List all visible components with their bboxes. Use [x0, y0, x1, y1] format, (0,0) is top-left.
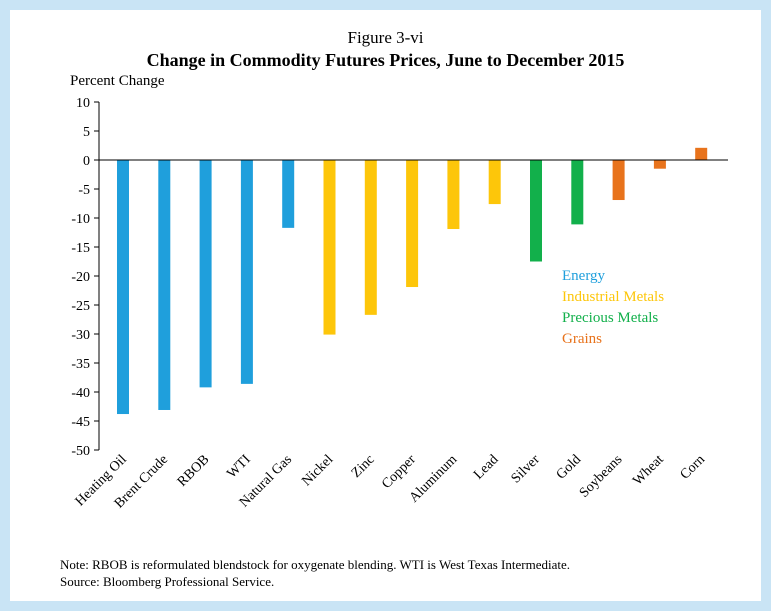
legend-entry: Precious Metals: [562, 310, 658, 326]
y-tick-label: 5: [83, 125, 90, 140]
bar-wheat: [653, 160, 666, 169]
y-tick-label: -20: [71, 270, 90, 285]
bar-natural-gas: [282, 160, 295, 228]
x-tick-label: Copper: [379, 452, 419, 492]
y-tick-label: -10: [71, 212, 90, 227]
y-tick-label: 10: [76, 96, 90, 111]
chart-notes: Note: RBOB is reformulated blendstock fo…: [60, 556, 570, 590]
bar-chart: 1050-5-10-15-20-25-30-35-40-45-50Heating…: [71, 96, 728, 511]
note-text: Note: RBOB is reformulated blendstock fo…: [60, 557, 570, 572]
y-tick-label: -50: [71, 444, 90, 459]
bar-nickel: [323, 160, 336, 335]
bar-gold: [571, 160, 584, 225]
x-tick-label: Nickel: [299, 452, 336, 489]
y-tick-label: -45: [71, 415, 90, 430]
x-tick-label: Wheat: [630, 452, 667, 489]
y-tick-label: -15: [71, 241, 90, 256]
x-tick-label: Zinc: [349, 452, 378, 481]
y-axis-label: Percent Change: [70, 73, 165, 89]
legend-entry: Industrial Metals: [562, 289, 664, 305]
y-tick-label: -25: [71, 299, 90, 314]
bar-zinc: [364, 160, 377, 315]
legend-entry: Grains: [562, 331, 602, 347]
source-text: Source: Bloomberg Professional Service.: [60, 574, 275, 589]
x-tick-label: Soybeans: [577, 452, 626, 501]
y-tick-label: -5: [78, 183, 90, 198]
bar-brent-crude: [158, 160, 171, 410]
x-tick-label: WTI: [224, 452, 254, 482]
bar-copper: [406, 160, 419, 288]
chart-title: Change in Commodity Futures Prices, June…: [146, 50, 625, 70]
chart-frame: Figure 3-vi Change in Commodity Futures …: [10, 10, 761, 601]
bar-aluminum: [447, 160, 460, 230]
x-tick-label: Lead: [471, 452, 501, 482]
y-tick-label: 0: [83, 154, 90, 169]
bar-corn: [695, 147, 708, 160]
x-tick-label: RBOB: [175, 452, 213, 490]
x-tick-label: Gold: [554, 452, 584, 482]
y-tick-label: -30: [71, 328, 90, 343]
y-tick-label: -35: [71, 357, 90, 372]
bar-soybeans: [612, 160, 625, 201]
bar-lead: [488, 160, 501, 205]
y-tick-label: -40: [71, 386, 90, 401]
figure-label: Figure 3-vi: [347, 28, 424, 47]
bar-heating-oil: [117, 160, 129, 415]
x-tick-label: Silver: [509, 452, 543, 486]
legend-entry: Energy: [562, 268, 606, 284]
bar-silver: [530, 160, 542, 262]
bar-rbob: [199, 160, 212, 388]
x-tick-label: Corn: [678, 452, 708, 482]
bar-wti: [240, 160, 253, 384]
